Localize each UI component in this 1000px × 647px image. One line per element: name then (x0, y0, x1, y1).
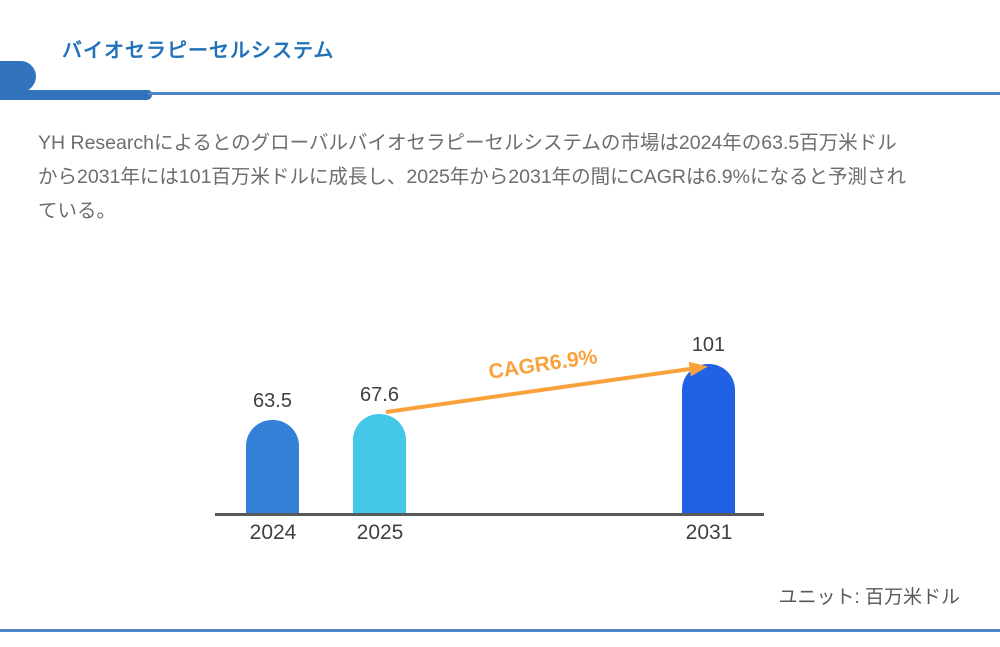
unit-note: ユニット: 百万米ドル (778, 587, 960, 608)
bar-group-2024: 63.5 (246, 390, 299, 514)
intro-line: から2031年には101百万米ドルに成長し、2025年から2031年の間にCAG… (38, 166, 906, 188)
page-title: バイオセラピーセルシステム (62, 40, 335, 62)
bar-value-label: 101 (691, 334, 726, 356)
bar-group-2031: 101 (682, 334, 735, 514)
title-accent-knob (0, 61, 36, 92)
footer-divider-line (0, 629, 1000, 632)
cagr-annotation: CAGR6.9% (486, 345, 599, 384)
bar-value-label: 67.6 (360, 384, 399, 406)
intro-line: ている。 (38, 200, 117, 222)
bar-group-2025: 67.6 (353, 384, 406, 514)
x-tick-2024: 2024 (249, 521, 297, 544)
bar-2025 (353, 414, 406, 514)
title-accent-bar (0, 90, 152, 100)
bar-2031 (682, 364, 735, 514)
header-divider-line (148, 92, 1000, 95)
x-tick-2031: 2031 (685, 521, 733, 544)
intro-line: YH Researchによるとのグローバルバイオセラピーセルシステムの市場は20… (38, 132, 897, 154)
bar-value-label: 63.5 (253, 390, 292, 412)
bar-2024 (246, 420, 299, 514)
intro-paragraph: YH Researchによるとのグローバルバイオセラピーセルシステムの市場は20… (38, 126, 988, 228)
x-axis-line (215, 513, 764, 516)
x-tick-2025: 2025 (356, 521, 404, 544)
